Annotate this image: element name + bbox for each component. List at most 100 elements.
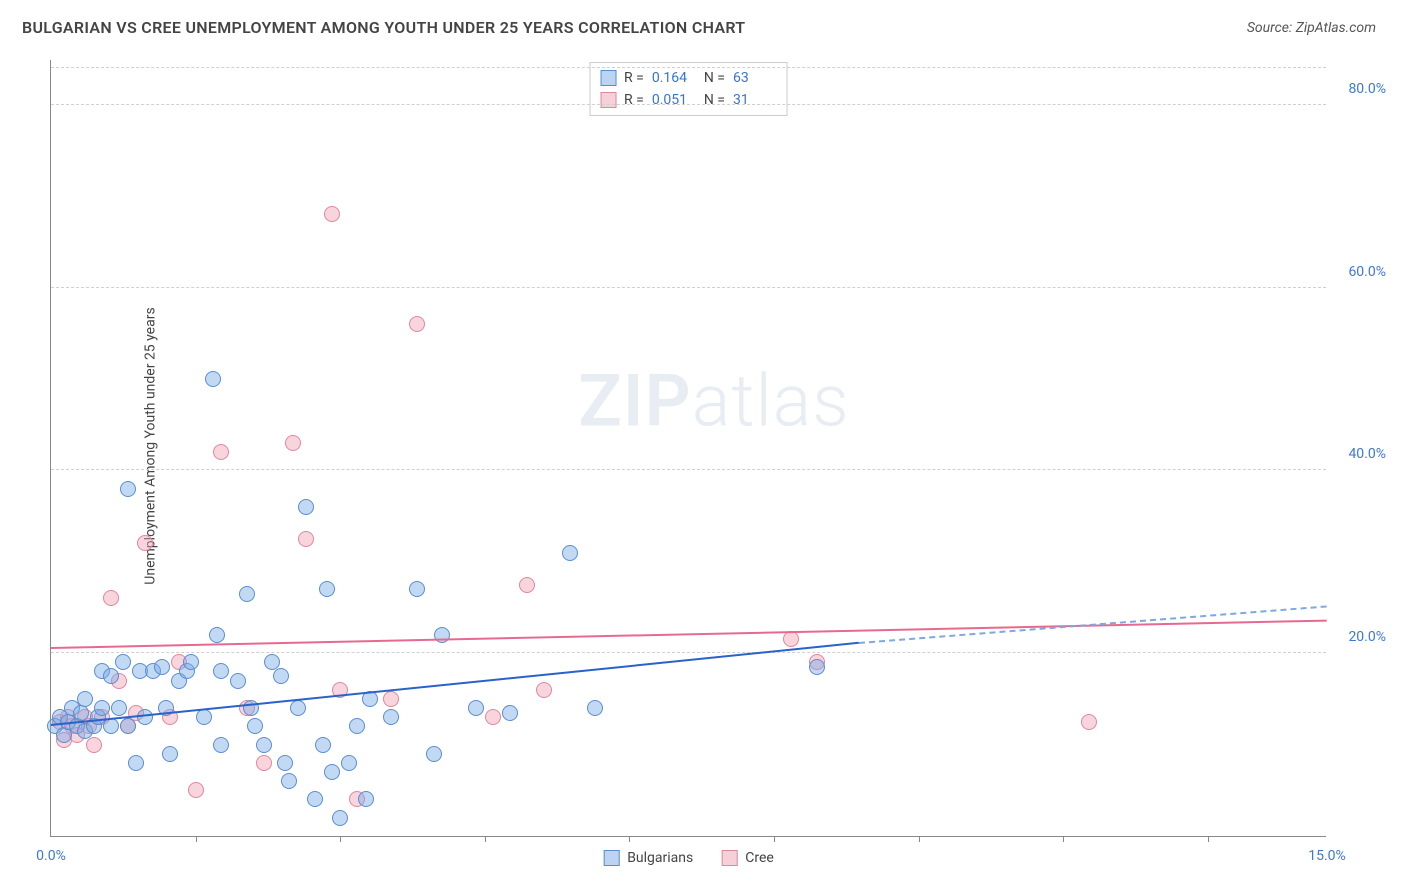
data-point bbox=[519, 577, 535, 593]
data-point bbox=[115, 654, 131, 670]
data-point bbox=[307, 791, 323, 807]
data-point bbox=[137, 709, 153, 725]
stat-r-label: R = bbox=[624, 89, 644, 111]
gridline bbox=[51, 287, 1326, 288]
x-tick-mark bbox=[1063, 836, 1064, 842]
data-point bbox=[783, 631, 799, 647]
y-tick-label: 60.0% bbox=[1348, 264, 1386, 280]
data-point bbox=[86, 737, 102, 753]
data-point bbox=[562, 545, 578, 561]
data-point bbox=[94, 700, 110, 716]
data-point bbox=[809, 659, 825, 675]
data-point bbox=[587, 700, 603, 716]
data-point bbox=[298, 499, 314, 515]
data-point bbox=[137, 535, 153, 551]
data-point bbox=[409, 581, 425, 597]
stat-r-value: 0.051 bbox=[652, 89, 696, 111]
data-point bbox=[315, 737, 331, 753]
data-point bbox=[426, 746, 442, 762]
data-point bbox=[213, 737, 229, 753]
data-point bbox=[239, 586, 255, 602]
swatch-icon bbox=[600, 92, 616, 108]
y-tick-label: 80.0% bbox=[1348, 81, 1386, 97]
x-tick-mark bbox=[1208, 836, 1209, 842]
data-point bbox=[256, 737, 272, 753]
data-point bbox=[298, 531, 314, 547]
source-attribution: Source: ZipAtlas.com bbox=[1247, 20, 1376, 36]
legend-item: Cree bbox=[721, 850, 774, 866]
stats-row: R = 0.164 N = 63 bbox=[600, 67, 777, 89]
data-point bbox=[162, 746, 178, 762]
data-point bbox=[120, 718, 136, 734]
data-point bbox=[290, 700, 306, 716]
data-point bbox=[120, 481, 136, 497]
data-point bbox=[103, 668, 119, 684]
stat-n-value: 31 bbox=[733, 89, 777, 111]
gridline bbox=[51, 652, 1326, 653]
data-point bbox=[205, 371, 221, 387]
data-point bbox=[349, 718, 365, 734]
data-point bbox=[358, 791, 374, 807]
legend-label: Cree bbox=[745, 850, 774, 866]
trend-line bbox=[51, 619, 1327, 648]
data-point bbox=[103, 590, 119, 606]
data-point bbox=[502, 705, 518, 721]
data-point bbox=[213, 663, 229, 679]
data-point bbox=[536, 682, 552, 698]
data-point bbox=[111, 700, 127, 716]
data-point bbox=[341, 755, 357, 771]
data-point bbox=[281, 773, 297, 789]
data-point bbox=[409, 316, 425, 332]
chart-title: BULGARIAN VS CREE UNEMPLOYMENT AMONG YOU… bbox=[22, 18, 745, 37]
data-point bbox=[383, 709, 399, 725]
data-point bbox=[277, 755, 293, 771]
stat-r-label: R = bbox=[624, 67, 644, 89]
data-point bbox=[154, 659, 170, 675]
x-tick-mark bbox=[340, 836, 341, 842]
trend-line bbox=[859, 605, 1327, 644]
data-point bbox=[319, 581, 335, 597]
legend-label: Bulgarians bbox=[627, 850, 693, 866]
data-point bbox=[1081, 714, 1097, 730]
data-point bbox=[188, 782, 204, 798]
gridline bbox=[51, 469, 1326, 470]
data-point bbox=[273, 668, 289, 684]
data-point bbox=[73, 705, 89, 721]
data-point bbox=[285, 435, 301, 451]
data-point bbox=[209, 627, 225, 643]
data-point bbox=[183, 654, 199, 670]
data-point bbox=[128, 755, 144, 771]
data-point bbox=[324, 764, 340, 780]
gridline bbox=[51, 104, 1326, 105]
data-point bbox=[77, 691, 93, 707]
data-point bbox=[324, 206, 340, 222]
gridline bbox=[51, 67, 1326, 68]
x-tick-mark bbox=[774, 836, 775, 842]
x-tick-mark bbox=[485, 836, 486, 842]
data-point bbox=[383, 691, 399, 707]
stats-legend-box: R = 0.164 N = 63 R = 0.051 N = 31 bbox=[589, 62, 788, 116]
scatter-chart: ZIPatlas R = 0.164 N = 63 R = 0.051 N = … bbox=[50, 60, 1326, 837]
y-tick-label: 20.0% bbox=[1348, 629, 1386, 645]
stat-n-value: 63 bbox=[733, 67, 777, 89]
x-tick-label: 0.0% bbox=[36, 848, 66, 864]
data-point bbox=[230, 673, 246, 689]
data-point bbox=[256, 755, 272, 771]
data-point bbox=[332, 810, 348, 826]
legend-item: Bulgarians bbox=[603, 850, 693, 866]
x-tick-mark bbox=[629, 836, 630, 842]
data-point bbox=[103, 718, 119, 734]
x-tick-label: 15.0% bbox=[1308, 848, 1346, 864]
data-point bbox=[247, 718, 263, 734]
watermark: ZIPatlas bbox=[578, 359, 850, 444]
stat-n-label: N = bbox=[704, 89, 725, 111]
x-tick-mark bbox=[919, 836, 920, 842]
stat-n-label: N = bbox=[704, 67, 725, 89]
swatch-icon bbox=[603, 850, 619, 866]
swatch-icon bbox=[721, 850, 737, 866]
x-tick-mark bbox=[196, 836, 197, 842]
data-point bbox=[468, 700, 484, 716]
y-tick-label: 40.0% bbox=[1348, 446, 1386, 462]
data-point bbox=[485, 709, 501, 725]
data-point bbox=[196, 709, 212, 725]
